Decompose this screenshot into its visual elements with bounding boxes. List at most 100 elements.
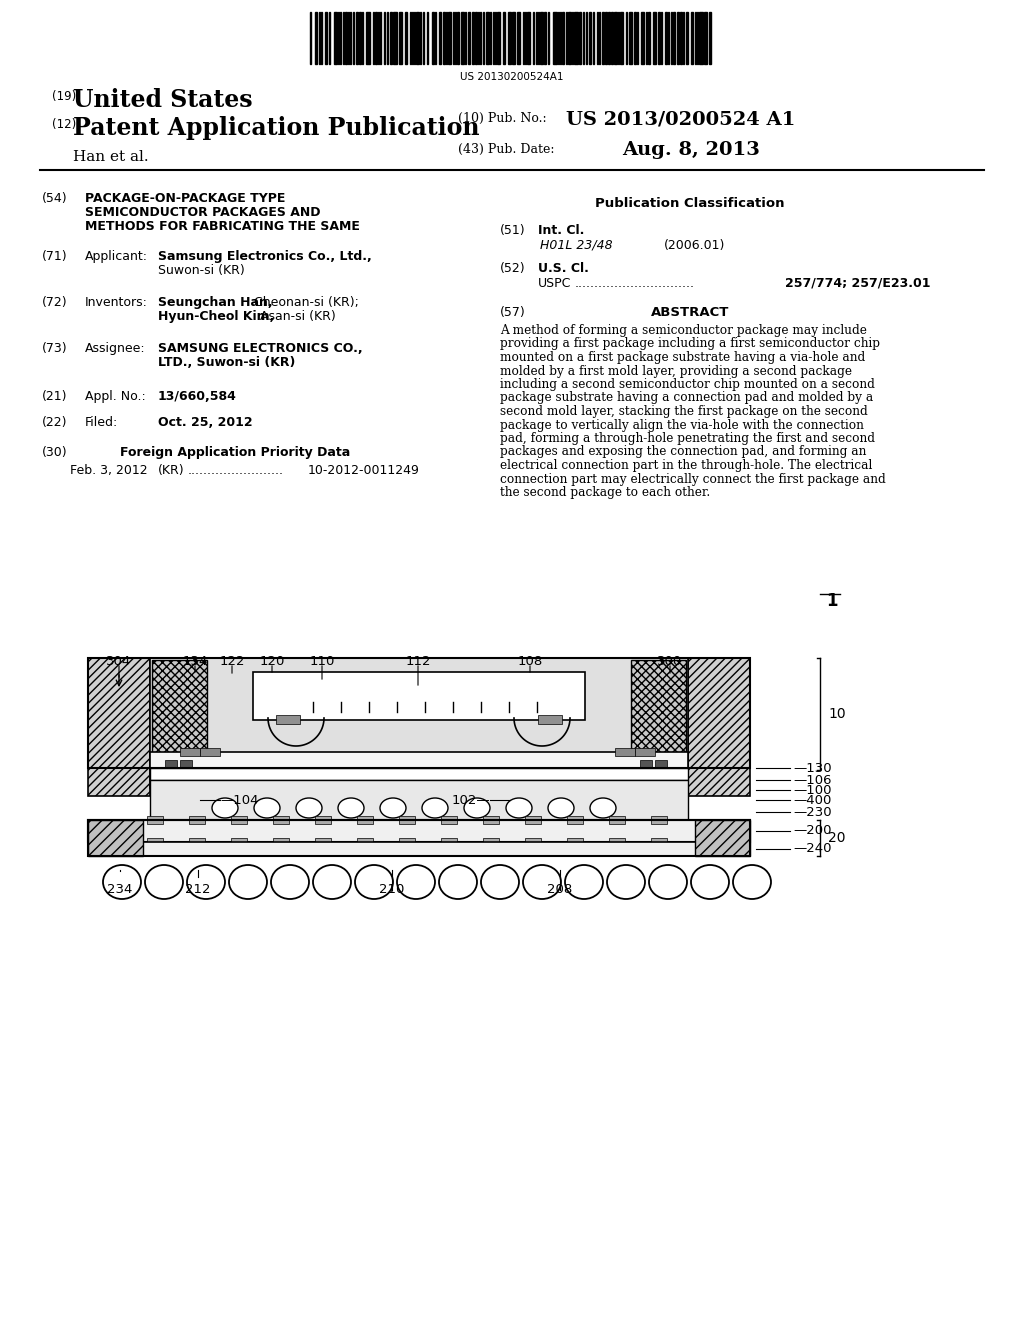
Text: (72): (72)	[42, 296, 68, 309]
Bar	[231, 838, 247, 843]
Ellipse shape	[271, 865, 309, 899]
Bar	[399, 12, 402, 63]
Bar	[483, 838, 499, 843]
Text: 257/774; 257/E23.01: 257/774; 257/E23.01	[785, 277, 931, 290]
Bar	[517, 12, 520, 63]
Text: Suwon-si (KR): Suwon-si (KR)	[158, 264, 245, 277]
Text: (51): (51)	[500, 224, 525, 238]
Bar	[699, 12, 703, 63]
Text: US 20130200524A1: US 20130200524A1	[460, 73, 564, 82]
Text: —130: —130	[793, 762, 831, 775]
Text: 234: 234	[108, 883, 133, 896]
Text: —230: —230	[793, 805, 831, 818]
Bar	[88, 820, 750, 842]
Bar	[497, 12, 500, 63]
Bar	[544, 12, 546, 63]
Ellipse shape	[397, 865, 435, 899]
Text: (43) Pub. Date:: (43) Pub. Date:	[458, 143, 555, 156]
Bar	[273, 838, 289, 843]
Bar	[611, 12, 613, 63]
Text: SAMSUNG ELECTRONICS CO.,: SAMSUNG ELECTRONICS CO.,	[158, 342, 362, 355]
Text: 122: 122	[219, 655, 245, 668]
Ellipse shape	[548, 799, 574, 818]
Text: Assignee:: Assignee:	[85, 342, 145, 355]
Text: ABSTRACT: ABSTRACT	[651, 306, 729, 319]
Bar	[579, 12, 581, 63]
Bar	[253, 672, 585, 719]
Bar	[357, 816, 373, 824]
Text: mounted on a first package substrate having a via-hole and: mounted on a first package substrate hav…	[500, 351, 865, 364]
Text: Patent Application Publication: Patent Application Publication	[73, 116, 479, 140]
Bar	[608, 12, 610, 63]
Text: (22): (22)	[42, 416, 68, 429]
Ellipse shape	[229, 865, 267, 899]
Bar	[538, 715, 562, 723]
Ellipse shape	[691, 865, 729, 899]
Bar	[614, 12, 617, 63]
Text: Aug. 8, 2013: Aug. 8, 2013	[622, 141, 760, 158]
Text: 108: 108	[517, 655, 543, 668]
Text: (57): (57)	[500, 306, 525, 319]
Bar	[315, 838, 331, 843]
Text: Oct. 25, 2012: Oct. 25, 2012	[158, 416, 253, 429]
Bar	[540, 12, 543, 63]
Ellipse shape	[439, 865, 477, 899]
Bar	[641, 12, 644, 63]
Bar	[475, 12, 477, 63]
Text: (71): (71)	[42, 249, 68, 263]
Text: Appl. No.:: Appl. No.:	[85, 389, 145, 403]
Bar	[443, 12, 445, 63]
Bar	[673, 12, 675, 63]
Ellipse shape	[187, 865, 225, 899]
Text: Int. Cl.: Int. Cl.	[538, 224, 585, 238]
Bar	[512, 12, 515, 63]
Bar	[399, 816, 415, 824]
Bar	[356, 12, 358, 63]
Text: (2006.01): (2006.01)	[664, 239, 725, 252]
Ellipse shape	[422, 799, 449, 818]
Bar	[441, 816, 457, 824]
Text: —104: —104	[220, 793, 258, 807]
Ellipse shape	[590, 799, 616, 818]
Ellipse shape	[296, 799, 322, 818]
Bar	[567, 838, 583, 843]
Bar	[665, 12, 667, 63]
Ellipse shape	[338, 799, 364, 818]
Bar	[390, 12, 392, 63]
Text: —106: —106	[793, 774, 831, 787]
Text: (54): (54)	[42, 191, 68, 205]
Text: USPC: USPC	[538, 277, 571, 290]
Bar	[609, 838, 625, 843]
Text: connection part may electrically connect the first package and: connection part may electrically connect…	[500, 473, 886, 486]
Text: 208: 208	[548, 883, 572, 896]
Text: Feb. 3, 2012: Feb. 3, 2012	[70, 465, 147, 477]
Text: METHODS FOR FABRICATING THE SAME: METHODS FOR FABRICATING THE SAME	[85, 220, 359, 234]
Bar	[276, 715, 300, 723]
Bar	[406, 12, 407, 63]
Text: ..............................: ..............................	[575, 277, 695, 290]
Bar	[273, 816, 289, 824]
Bar	[147, 816, 163, 824]
Text: package to vertically align the via-hole with the connection: package to vertically align the via-hole…	[500, 418, 864, 432]
Bar	[567, 816, 583, 824]
Bar	[180, 748, 200, 756]
Bar	[88, 657, 750, 768]
Bar	[231, 816, 247, 824]
Text: Foreign Application Priority Data: Foreign Application Priority Data	[120, 446, 350, 459]
Bar	[150, 657, 688, 788]
Bar	[634, 12, 636, 63]
Bar	[677, 12, 679, 63]
Text: 20: 20	[828, 832, 846, 845]
Text: ........................: ........................	[188, 465, 284, 477]
Bar	[640, 760, 652, 770]
Text: Inventors:: Inventors:	[85, 296, 147, 309]
Text: 212: 212	[185, 883, 211, 896]
Ellipse shape	[523, 865, 561, 899]
Text: 304: 304	[106, 655, 132, 668]
Text: the second package to each other.: the second package to each other.	[500, 486, 711, 499]
Ellipse shape	[506, 799, 532, 818]
Bar	[180, 760, 193, 770]
Bar	[88, 820, 750, 855]
Text: 1: 1	[826, 591, 838, 610]
Text: 112: 112	[406, 655, 431, 668]
